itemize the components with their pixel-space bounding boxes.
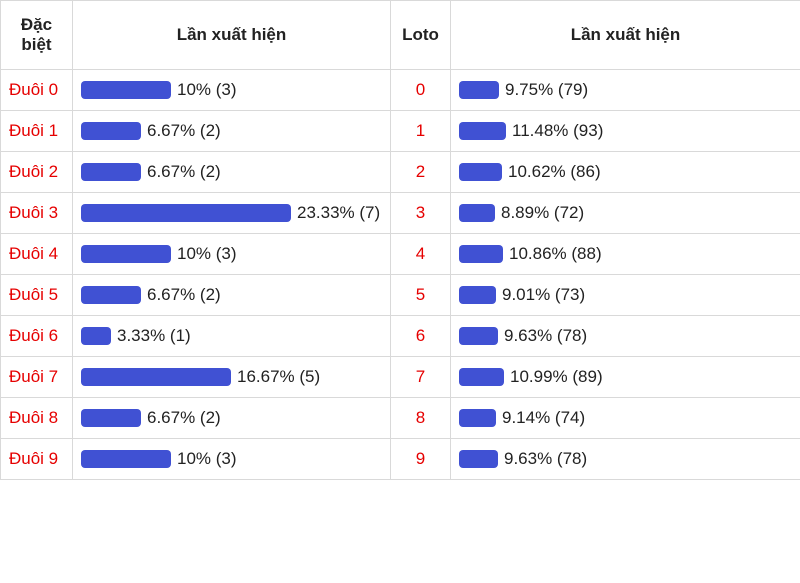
bar-cell-dacbiet: 6.67% (2): [73, 111, 391, 152]
bar-text-dacbiet: 23.33% (7): [297, 203, 380, 223]
bar-cell-dacbiet: 3.33% (1): [73, 316, 391, 357]
bar-cell-loto: 9.63% (78): [451, 439, 800, 480]
bar-dacbiet: [81, 286, 141, 304]
bar-loto: [459, 409, 496, 427]
bar-dacbiet: [81, 204, 291, 222]
loto-label: 1: [391, 111, 451, 152]
bar-cell-loto: 11.48% (93): [451, 111, 800, 152]
tail-label: Đuôi 6: [1, 316, 73, 357]
loto-label: 4: [391, 234, 451, 275]
bar-cell-loto: 9.75% (79): [451, 70, 800, 111]
table-row: Đuôi 1 6.67% (2) 1 11.48% (93): [1, 111, 800, 152]
bar-text-dacbiet: 16.67% (5): [237, 367, 320, 387]
bar-dacbiet: [81, 245, 171, 263]
bar-text-dacbiet: 10% (3): [177, 449, 237, 469]
bar-cell-dacbiet: 16.67% (5): [73, 357, 391, 398]
bar-loto: [459, 245, 503, 263]
bar-loto: [459, 327, 498, 345]
table-row: Đuôi 7 16.67% (5) 7 10.99% (89): [1, 357, 800, 398]
table-row: Đuôi 0 10% (3) 0 9.75% (79): [1, 70, 800, 111]
loto-label: 3: [391, 193, 451, 234]
bar-text-loto: 9.01% (73): [502, 285, 585, 305]
bar-text-loto: 9.63% (78): [504, 449, 587, 469]
tail-label: Đuôi 1: [1, 111, 73, 152]
loto-label: 8: [391, 398, 451, 439]
tail-label: Đuôi 8: [1, 398, 73, 439]
bar-cell-loto: 10.62% (86): [451, 152, 800, 193]
bar-text-dacbiet: 10% (3): [177, 244, 237, 264]
header-appear1: Lần xuất hiện: [73, 1, 391, 70]
table-row: Đuôi 3 23.33% (7) 3 8.89% (72): [1, 193, 800, 234]
header-row: Đặc biệt Lần xuất hiện Loto Lần xuất hiệ…: [1, 1, 800, 70]
bar-cell-dacbiet: 10% (3): [73, 70, 391, 111]
bar-text-loto: 9.75% (79): [505, 80, 588, 100]
bar-cell-dacbiet: 6.67% (2): [73, 398, 391, 439]
bar-text-loto: 10.86% (88): [509, 244, 602, 264]
tail-label: Đuôi 4: [1, 234, 73, 275]
bar-dacbiet: [81, 163, 141, 181]
bar-text-dacbiet: 10% (3): [177, 80, 237, 100]
bar-text-dacbiet: 6.67% (2): [147, 121, 221, 141]
bar-text-loto: 11.48% (93): [512, 121, 603, 141]
bar-text-loto: 9.14% (74): [502, 408, 585, 428]
bar-text-loto: 10.99% (89): [510, 367, 603, 387]
table-row: Đuôi 4 10% (3) 4 10.86% (88): [1, 234, 800, 275]
header-loto: Loto: [391, 1, 451, 70]
bar-text-dacbiet: 6.67% (2): [147, 285, 221, 305]
header-dacbiet: Đặc biệt: [1, 1, 73, 70]
bar-text-dacbiet: 3.33% (1): [117, 326, 191, 346]
bar-loto: [459, 368, 504, 386]
bar-cell-loto: 10.86% (88): [451, 234, 800, 275]
bar-cell-dacbiet: 6.67% (2): [73, 275, 391, 316]
bar-loto: [459, 81, 499, 99]
table-row: Đuôi 6 3.33% (1) 6 9.63% (78): [1, 316, 800, 357]
bar-loto: [459, 122, 506, 140]
table-row: Đuôi 8 6.67% (2) 8 9.14% (74): [1, 398, 800, 439]
bar-text-dacbiet: 6.67% (2): [147, 408, 221, 428]
table-row: Đuôi 9 10% (3) 9 9.63% (78): [1, 439, 800, 480]
loto-label: 6: [391, 316, 451, 357]
bar-cell-dacbiet: 10% (3): [73, 439, 391, 480]
bar-dacbiet: [81, 327, 111, 345]
bar-loto: [459, 286, 496, 304]
bar-dacbiet: [81, 409, 141, 427]
loto-label: 0: [391, 70, 451, 111]
bar-text-loto: 8.89% (72): [501, 203, 584, 223]
bar-dacbiet: [81, 81, 171, 99]
stats-table: Đặc biệt Lần xuất hiện Loto Lần xuất hiệ…: [0, 0, 800, 480]
bar-loto: [459, 163, 502, 181]
tail-label: Đuôi 7: [1, 357, 73, 398]
bar-cell-loto: 9.14% (74): [451, 398, 800, 439]
bar-loto: [459, 450, 498, 468]
table-row: Đuôi 2 6.67% (2) 2 10.62% (86): [1, 152, 800, 193]
bar-cell-loto: 10.99% (89): [451, 357, 800, 398]
bar-dacbiet: [81, 450, 171, 468]
bar-text-dacbiet: 6.67% (2): [147, 162, 221, 182]
bar-cell-dacbiet: 6.67% (2): [73, 152, 391, 193]
bar-cell-loto: 8.89% (72): [451, 193, 800, 234]
bar-text-loto: 10.62% (86): [508, 162, 601, 182]
loto-label: 7: [391, 357, 451, 398]
bar-cell-loto: 9.01% (73): [451, 275, 800, 316]
bar-cell-dacbiet: 10% (3): [73, 234, 391, 275]
tail-label: Đuôi 5: [1, 275, 73, 316]
bar-text-loto: 9.63% (78): [504, 326, 587, 346]
loto-label: 9: [391, 439, 451, 480]
bar-loto: [459, 204, 495, 222]
bar-dacbiet: [81, 122, 141, 140]
tail-label: Đuôi 3: [1, 193, 73, 234]
bar-cell-loto: 9.63% (78): [451, 316, 800, 357]
table-row: Đuôi 5 6.67% (2) 5 9.01% (73): [1, 275, 800, 316]
bar-cell-dacbiet: 23.33% (7): [73, 193, 391, 234]
header-appear2: Lần xuất hiện: [451, 1, 800, 70]
loto-label: 5: [391, 275, 451, 316]
tail-label: Đuôi 2: [1, 152, 73, 193]
loto-label: 2: [391, 152, 451, 193]
tail-label: Đuôi 9: [1, 439, 73, 480]
bar-dacbiet: [81, 368, 231, 386]
tail-label: Đuôi 0: [1, 70, 73, 111]
